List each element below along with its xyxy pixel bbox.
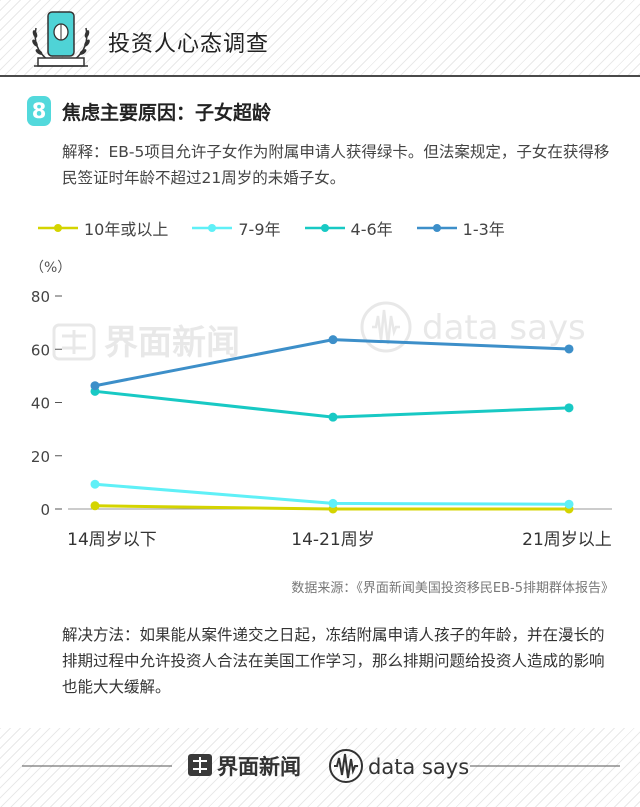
legend-item-7-9: 7-9年 — [192, 214, 281, 242]
x-tick-label: 14周岁以下 — [67, 530, 157, 550]
data-point — [90, 501, 100, 511]
y-tick-label: 60 — [31, 341, 50, 359]
legend-swatch — [304, 224, 345, 232]
y-tick-label: 20 — [31, 448, 50, 466]
page-title: 投资人心态调查 — [108, 32, 270, 57]
footer-brand-right: data says — [368, 755, 469, 779]
legend-label: 10年或以上 — [84, 220, 169, 239]
footer-banner: 界面新闻 data says — [0, 728, 640, 807]
legend-swatch — [416, 224, 457, 232]
header-divider — [0, 75, 640, 77]
y-tick-label: 80 — [31, 288, 50, 306]
legend-swatch — [38, 224, 78, 232]
data-point — [328, 498, 338, 508]
y-tick-label: 0 — [40, 501, 50, 519]
x-tick-label: 21周岁以上 — [522, 530, 612, 550]
footer-brand-left: 界面新闻 — [217, 755, 301, 779]
watermark-right: data says — [360, 301, 586, 353]
legend-label: 1-3年 — [462, 220, 505, 239]
data-source: 数据来源：《界面新闻美国投资移民EB-5排期群体报告》 — [291, 581, 614, 596]
watermark-left-text: 界面新闻 — [104, 323, 240, 363]
legend-label: 7-9年 — [238, 220, 281, 239]
data-point — [564, 403, 574, 413]
section-number-badge: 8 — [27, 96, 51, 126]
header-banner: 投资人心态调查 — [0, 0, 640, 75]
solution-text: 解决方法：如果能从案件递交之日起，冻结附属申请人孩子的年龄，并在漫长的排期过程中… — [62, 626, 605, 696]
legend-item-1-3: 1-3年 — [416, 214, 505, 242]
line-chart: 界面新闻 data says （%） 0 20 40 60 80 14周岁以下 14-21… — [30, 260, 612, 550]
section-title: 焦虑主要原因：子女超龄 — [62, 102, 272, 124]
chart-legend: 10年或以上 7-9年 4-6年 1-3年 — [38, 214, 505, 242]
data-point — [90, 479, 100, 489]
data-point — [328, 412, 338, 422]
data-says-logo-icon — [329, 749, 363, 783]
data-point — [328, 335, 338, 345]
x-tick-label: 14-21周岁 — [291, 530, 374, 550]
legend-item-4-6: 4-6年 — [304, 214, 393, 242]
legend-item-10plus: 10年或以上 — [38, 214, 168, 242]
watermark-right-text: data says — [422, 308, 586, 348]
y-axis-label: （%） — [30, 260, 71, 276]
legend-label: 4-6年 — [350, 220, 393, 239]
data-point — [564, 344, 574, 354]
footer-brand: 界面新闻 data says — [22, 749, 620, 783]
explanation-text: 解释：EB-5项目允许子女作为附属申请人获得绿卡。但法案规定，子女在获得移民签证… — [62, 143, 610, 187]
watermark-left: 界面新闻 — [52, 323, 240, 363]
tablet-laurel-icon — [32, 11, 90, 67]
legend-swatch — [192, 224, 233, 232]
jiemian-logo-icon — [188, 754, 212, 776]
data-point — [90, 381, 100, 391]
y-tick-label: 40 — [31, 395, 50, 413]
data-point — [564, 499, 574, 509]
